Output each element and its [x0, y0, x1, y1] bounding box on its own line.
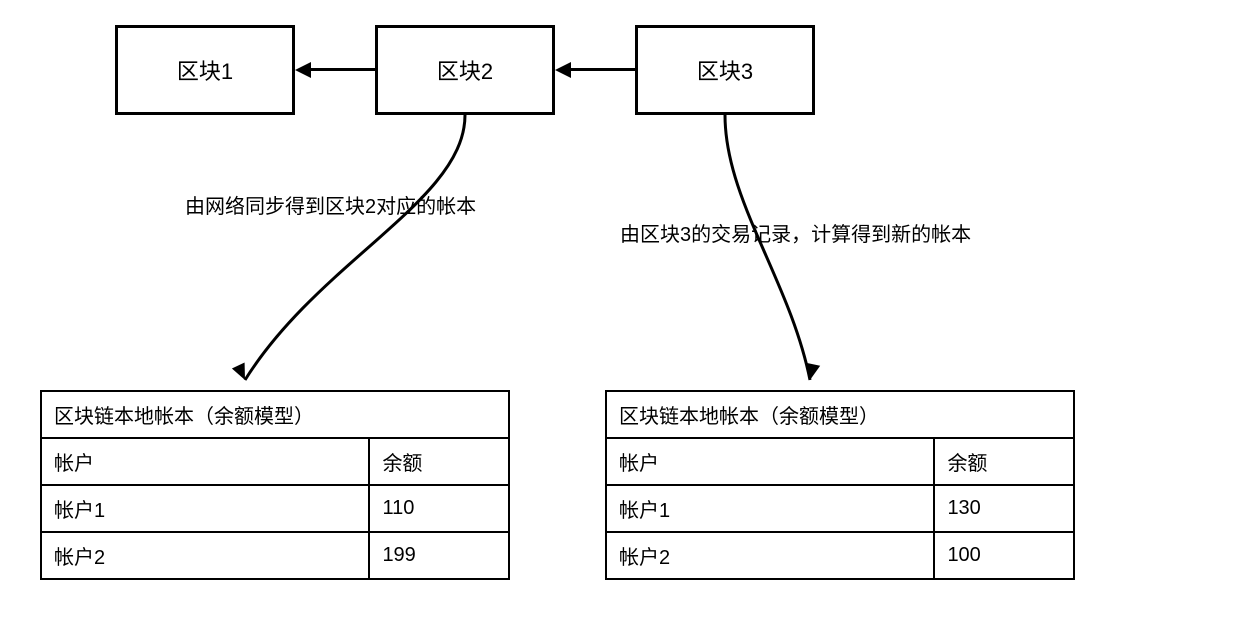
block-1: 区块1: [115, 25, 295, 115]
ledger1-title: 区块链本地帐本（余额模型）: [41, 391, 509, 438]
table-row: 区块链本地帐本（余额模型）: [41, 391, 509, 438]
arrow-b3-b2-line: [571, 68, 635, 71]
block-1-label: 区块1: [177, 54, 233, 86]
arrow-b2-b1-line: [311, 68, 375, 71]
ledger1-r0-c0: 帐户1: [41, 485, 369, 532]
ledger2-header-account: 帐户: [606, 438, 934, 485]
table-row: 帐户2 199: [41, 532, 509, 579]
table-row: 帐户 余额: [41, 438, 509, 485]
arrow-b2-b1-head: [295, 62, 311, 78]
annotation-ledger2: 由区块3的交易记录，计算得到新的帐本: [620, 218, 971, 247]
ledger2-r1-c0: 帐户2: [606, 532, 934, 579]
ledger1-r1-c1: 199: [369, 532, 509, 579]
ledger1-header-account: 帐户: [41, 438, 369, 485]
curve-b3-ledger2-head: [803, 363, 820, 382]
arrow-b3-b2-head: [555, 62, 571, 78]
block-2-label: 区块2: [437, 54, 493, 86]
ledger2-r1-c1: 100: [934, 532, 1074, 579]
ledger2-title: 区块链本地帐本（余额模型）: [606, 391, 1074, 438]
ledger-table-2: 区块链本地帐本（余额模型） 帐户 余额 帐户1 130 帐户2 100: [605, 390, 1075, 580]
curve-b2-ledger1-path: [245, 115, 465, 380]
ledger-table-1: 区块链本地帐本（余额模型） 帐户 余额 帐户1 110 帐户2 199: [40, 390, 510, 580]
block-2: 区块2: [375, 25, 555, 115]
annotation-ledger1: 由网络同步得到区块2对应的帐本: [185, 190, 476, 219]
table-row: 帐户 余额: [606, 438, 1074, 485]
ledger1-r1-c0: 帐户2: [41, 532, 369, 579]
ledger1-header-balance: 余额: [369, 438, 509, 485]
curve-b3-ledger2-path: [725, 115, 810, 380]
block-3: 区块3: [635, 25, 815, 115]
table-row: 区块链本地帐本（余额模型）: [606, 391, 1074, 438]
table-row: 帐户1 110: [41, 485, 509, 532]
table-row: 帐户1 130: [606, 485, 1074, 532]
table-row: 帐户2 100: [606, 532, 1074, 579]
block-3-label: 区块3: [697, 54, 753, 86]
ledger2-r0-c1: 130: [934, 485, 1074, 532]
curve-b2-ledger1-head: [232, 363, 251, 383]
ledger2-r0-c0: 帐户1: [606, 485, 934, 532]
ledger1-r0-c1: 110: [369, 485, 509, 532]
ledger2-header-balance: 余额: [934, 438, 1074, 485]
